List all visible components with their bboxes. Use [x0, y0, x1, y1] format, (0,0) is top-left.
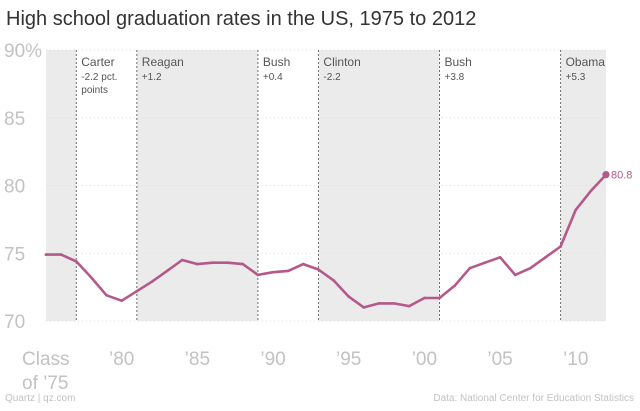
data-point — [574, 208, 578, 212]
presidency-name: Bush — [263, 55, 290, 69]
x-tick-label: ’85 — [185, 349, 210, 370]
data-point — [165, 269, 169, 273]
data-point — [377, 302, 381, 305]
presidency-name: Carter — [81, 55, 114, 69]
presidency-change: -2.2 — [323, 72, 341, 83]
chart-title: High school graduation rates in the US, … — [6, 8, 477, 30]
data-point — [407, 304, 411, 308]
data-point — [105, 293, 108, 297]
data-point — [196, 262, 199, 266]
y-tick-label: 90% — [4, 41, 42, 62]
data-point — [347, 295, 351, 298]
data-point — [392, 302, 396, 305]
gridlines — [46, 49, 606, 322]
data-point — [317, 268, 320, 271]
shaded-band — [136, 50, 258, 321]
data-point — [59, 253, 63, 256]
data-point — [513, 273, 517, 277]
data-point — [423, 296, 426, 300]
y-axis: 70 75 80 85 90% — [4, 41, 42, 333]
data-point — [241, 262, 245, 266]
data-point — [301, 262, 305, 266]
x-tick-label: ’10 — [563, 349, 588, 370]
data-point — [483, 261, 487, 265]
x-tick-label: ’00 — [412, 349, 437, 370]
data-point — [332, 279, 335, 282]
data-point — [453, 284, 456, 288]
x-tick-label: ’90 — [260, 349, 285, 370]
data-point — [286, 269, 290, 273]
presidency-change: +5.3 — [566, 72, 586, 83]
data-point — [362, 306, 366, 309]
data-point — [74, 260, 78, 263]
x-tick-label: ’80 — [109, 349, 134, 370]
data-point — [559, 245, 562, 248]
y-tick-label: 70 — [4, 312, 25, 333]
data-source: Data: National Center for Education Stat… — [433, 393, 634, 404]
presidency-name: Bush — [445, 55, 472, 69]
presidency-name: Reagan — [142, 55, 184, 69]
footer-credit: Quartz | qz.com — [5, 393, 76, 404]
data-point — [468, 266, 472, 270]
presidency-name: Clinton — [323, 55, 360, 69]
x-tick-label: Class of ’75 — [22, 349, 70, 394]
presidency-change: -2.2 pct. — [81, 72, 117, 83]
presidency-change: +1.2 — [142, 72, 162, 83]
data-point — [226, 261, 229, 265]
series: 80.8 — [44, 170, 632, 309]
presidency-shading — [46, 50, 606, 321]
data-point — [271, 270, 275, 274]
presidency-change: points — [81, 85, 108, 96]
presidency-dividers — [75, 50, 562, 321]
series-line — [44, 173, 608, 309]
x-axis: Class of ’75 ’80 ’85 ’90 ’95 ’00 ’05 ’10 — [22, 349, 588, 394]
x-tick-label: ’95 — [336, 349, 361, 370]
y-tick-label: 85 — [4, 109, 25, 130]
y-tick-label: 75 — [4, 244, 25, 265]
data-point — [44, 253, 48, 256]
presidency-name: Obama — [566, 55, 606, 69]
data-point — [498, 256, 502, 259]
data-point — [135, 289, 139, 293]
presidency-labels: Carter -2.2 pct. points Reagan +1.2 Bush +0.4 C… — [81, 55, 605, 96]
y-tick-label: 80 — [4, 177, 25, 198]
data-point — [120, 299, 123, 302]
end-point-marker — [602, 171, 610, 179]
end-value-label: 80.8 — [611, 170, 632, 182]
data-point — [211, 261, 214, 265]
shaded-band — [46, 50, 77, 321]
data-point — [438, 296, 441, 300]
x-tick-label: ’05 — [487, 349, 512, 370]
data-point — [90, 276, 93, 279]
data-point — [589, 189, 593, 193]
presidency-change: +0.4 — [263, 72, 283, 83]
data-point — [256, 273, 260, 277]
data-point — [180, 258, 184, 262]
presidency-change: +3.8 — [445, 72, 465, 83]
data-point — [529, 266, 532, 270]
data-point — [544, 256, 547, 259]
shaded-band — [560, 50, 606, 321]
data-point — [150, 280, 154, 284]
